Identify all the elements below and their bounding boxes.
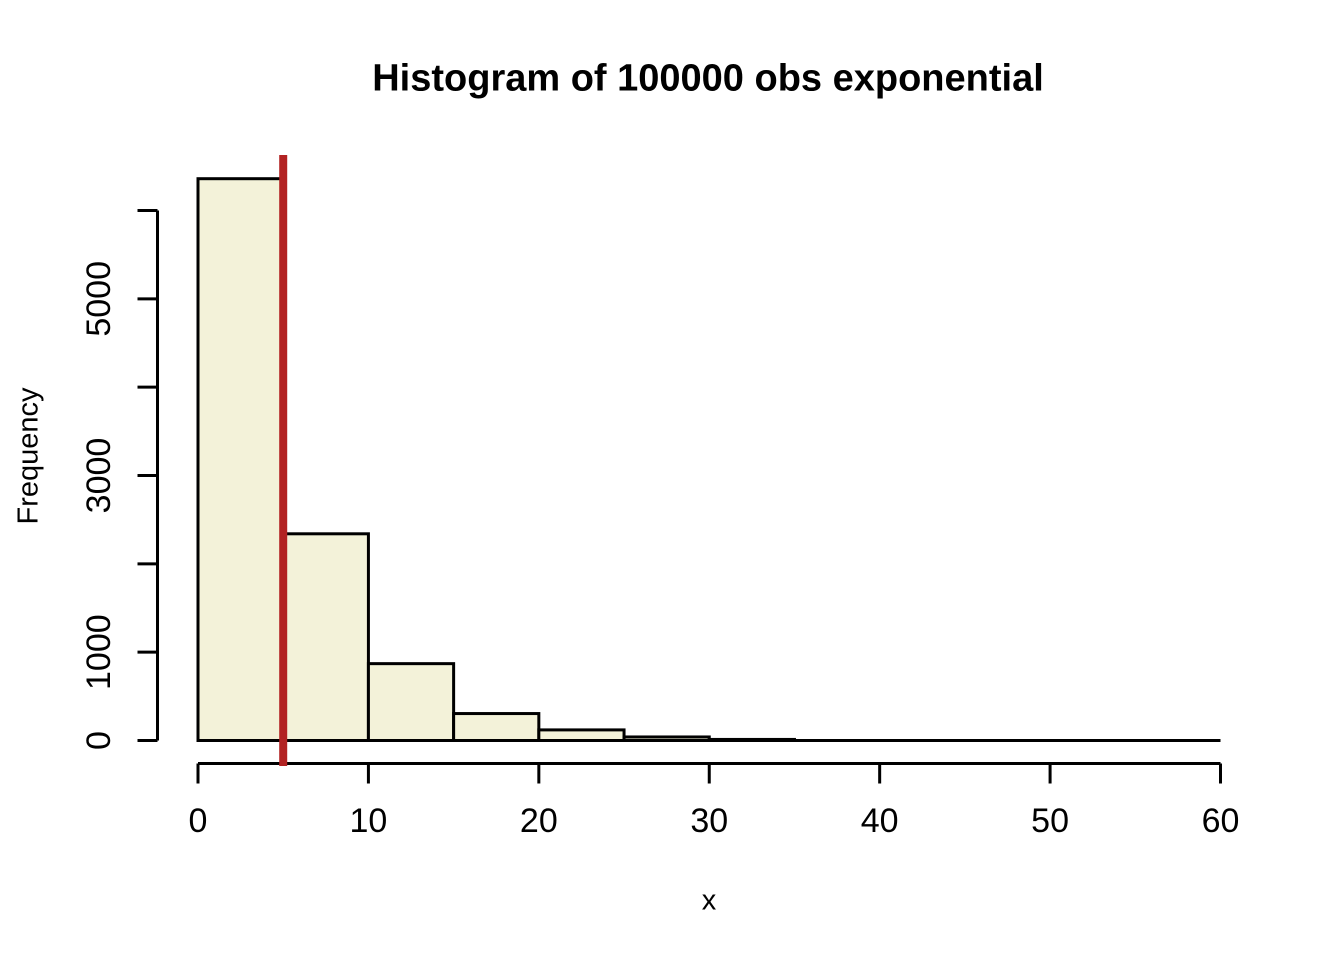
y-axis-tick-label: 5000	[80, 261, 118, 337]
histogram-bar	[366, 662, 456, 743]
histogram-bar	[281, 532, 370, 742]
y-axis-tick-label: 1000	[80, 614, 118, 690]
vertical-marker-line	[279, 155, 288, 766]
chart-title: Histogram of 100000 obs exponential	[372, 57, 1044, 100]
y-axis-tick-label: 3000	[80, 438, 118, 514]
x-axis-tick-label: 20	[520, 802, 558, 840]
x-axis-tick-label: 60	[1202, 802, 1240, 840]
x-axis-tick-label: 30	[690, 802, 728, 840]
x-axis-label: x	[701, 884, 717, 917]
y-axis-tick-label: 0	[80, 731, 118, 750]
x-axis-tick-label: 40	[861, 802, 899, 840]
x-axis-tick-label: 10	[350, 802, 388, 840]
x-axis-tick-label: 50	[1031, 802, 1069, 840]
histogram-bar	[196, 177, 285, 742]
histogram-bar	[537, 728, 626, 743]
histogram-bar	[452, 712, 541, 743]
x-axis-tick-label: 0	[189, 802, 208, 840]
